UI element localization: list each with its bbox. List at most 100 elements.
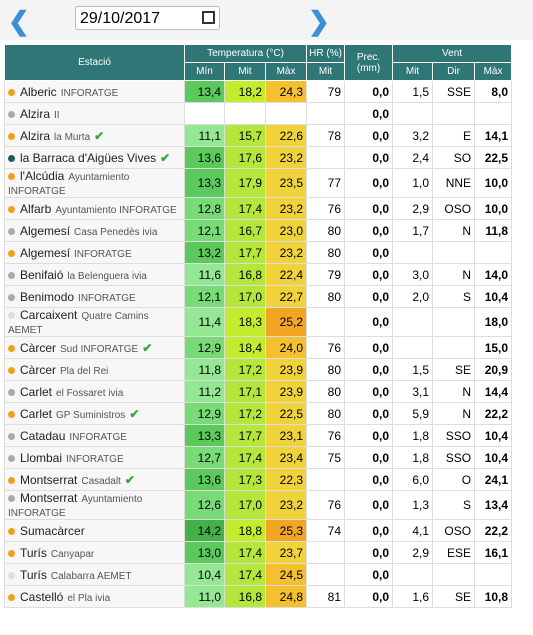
value-cell: 18,4 xyxy=(224,336,266,359)
station-network: Quatre Camins AEMET xyxy=(8,311,149,336)
value-cell: 17,7 xyxy=(224,241,266,264)
value-cell: 76 xyxy=(306,490,346,520)
value-cell: 0,0 xyxy=(344,102,394,125)
value-cell: 0,0 xyxy=(344,424,394,447)
station-cell: Carlet GP Suministros ✔ xyxy=(4,402,185,425)
value-cell: 22,6 xyxy=(264,124,308,147)
value-cell: 75 xyxy=(306,446,346,469)
value-cell: SSE xyxy=(432,80,476,103)
station-name: Carlet xyxy=(20,384,53,399)
station-network: Ayuntamiento INFORATGE xyxy=(55,204,177,216)
status-dot xyxy=(8,271,15,279)
station-name: Alzira xyxy=(20,128,51,143)
value-cell: 23,2 xyxy=(264,146,308,169)
value-cell: 22,4 xyxy=(264,263,308,286)
value-cell: 0,0 xyxy=(344,358,394,381)
value-cell: 2,9 xyxy=(392,197,434,220)
station-name: Carlet xyxy=(20,406,53,421)
value-cell: 22,2 xyxy=(474,402,513,425)
value-cell: N xyxy=(432,263,476,286)
station-row: Castelló el Pla ivia 11,0 16,8 24,8 81 0,0 1,6 S… xyxy=(4,585,513,608)
value-cell xyxy=(306,563,346,586)
value-cell: 11,6 xyxy=(184,263,225,286)
station-network: Calabarra AEMET xyxy=(50,570,132,582)
station-network: INFORATGE xyxy=(60,87,119,99)
station-row: Turís Canyapar 13,0 17,4 23,7 0,0 2,9 ESE 16,1 xyxy=(4,541,513,564)
value-cell xyxy=(392,336,434,359)
verified-check: ✔ xyxy=(124,472,135,487)
prev-day[interactable]: ❮ xyxy=(8,6,30,36)
value-cell xyxy=(474,102,513,125)
value-cell: OSO xyxy=(432,197,476,220)
station-row: Benifaió la Belenguera ivia 11,6 16,8 22,4 79… xyxy=(4,263,513,286)
value-cell: 23,0 xyxy=(264,219,308,242)
value-cell: 12,6 xyxy=(184,490,225,520)
value-cell: 1,8 xyxy=(392,446,434,469)
station-network: Sud INFORATGE xyxy=(60,343,139,355)
station-cell: Algemesí Casa Penedès ivia xyxy=(4,219,185,242)
value-cell: 76 xyxy=(306,424,346,447)
value-cell xyxy=(306,541,346,564)
value-cell: 14,4 xyxy=(474,380,513,403)
value-cell: 24,1 xyxy=(474,468,513,491)
station-network: la Belenguera ivia xyxy=(67,270,147,282)
value-cell: 11,8 xyxy=(184,358,225,381)
date: 29/10/2017 xyxy=(80,10,161,27)
value-cell: 80 xyxy=(306,219,346,242)
subcol-header: Mit xyxy=(392,62,434,81)
station-network: Ayuntamiento INFORATGE xyxy=(8,172,130,197)
status-dot xyxy=(8,173,15,180)
station-name: Montserrat xyxy=(20,491,78,506)
status-dot xyxy=(8,154,15,162)
value-cell: 80 xyxy=(306,402,346,425)
value-cell: 17,7 xyxy=(224,424,266,447)
value-cell: 80 xyxy=(306,380,346,403)
station-name: Alberic xyxy=(20,84,57,99)
station-name: Alfarb xyxy=(20,201,52,216)
status-dot xyxy=(8,410,15,418)
value-cell xyxy=(184,102,225,125)
value-cell: 1,3 xyxy=(392,490,434,520)
value-cell: 23,1 xyxy=(264,424,308,447)
subcol-header: Mit xyxy=(306,62,346,81)
station-cell: Càrcer Sud INFORATGE ✔ xyxy=(4,336,185,359)
station-name: Llombai xyxy=(20,450,63,465)
station-name: Alzira xyxy=(20,106,51,121)
value-cell: 11,0 xyxy=(184,585,225,608)
value-cell: 23,7 xyxy=(264,541,308,564)
status-dot xyxy=(8,344,15,352)
value-cell: 23,4 xyxy=(264,446,308,469)
value-cell: SO xyxy=(432,146,476,169)
value-cell: 3,0 xyxy=(392,263,434,286)
date-picker[interactable]: 29/10/2017 xyxy=(75,6,220,30)
station-row: Catadau INFORATGE 13,3 17,7 23,1 76 0,0 1,8 SSO 1… xyxy=(4,424,513,447)
value-cell: 0,0 xyxy=(344,446,394,469)
status-dot xyxy=(8,205,15,213)
col-header: Estació xyxy=(4,44,185,81)
value-cell: 80 xyxy=(306,285,346,308)
station-cell: Alberic INFORATGE xyxy=(4,80,185,103)
value-cell: 16,1 xyxy=(474,541,513,564)
station-name: Càrcer xyxy=(20,362,57,377)
value-cell: 0,0 xyxy=(344,307,394,337)
station-name: Sumacàrcer xyxy=(20,523,85,538)
next-day[interactable]: ❯ xyxy=(308,6,330,36)
value-cell: 13,2 xyxy=(184,241,225,264)
value-cell xyxy=(432,336,476,359)
verified-check: ✔ xyxy=(129,406,140,421)
value-cell xyxy=(474,241,513,264)
value-cell: NNE xyxy=(432,168,476,198)
status-dot xyxy=(8,249,15,257)
value-cell: 80 xyxy=(306,358,346,381)
status-dot xyxy=(8,132,15,140)
value-cell: 10,4 xyxy=(474,424,513,447)
station-row: Carlet el Fossaret ivia 11,2 17,1 23,9 80 0,0 3… xyxy=(4,380,513,403)
value-cell: 4,1 xyxy=(392,519,434,542)
value-cell xyxy=(306,102,346,125)
value-cell: 1,5 xyxy=(392,358,434,381)
value-cell xyxy=(392,307,434,337)
subcol-header: Mín xyxy=(184,62,225,81)
value-cell: 24,5 xyxy=(264,563,308,586)
calendar-icon[interactable] xyxy=(202,11,215,24)
